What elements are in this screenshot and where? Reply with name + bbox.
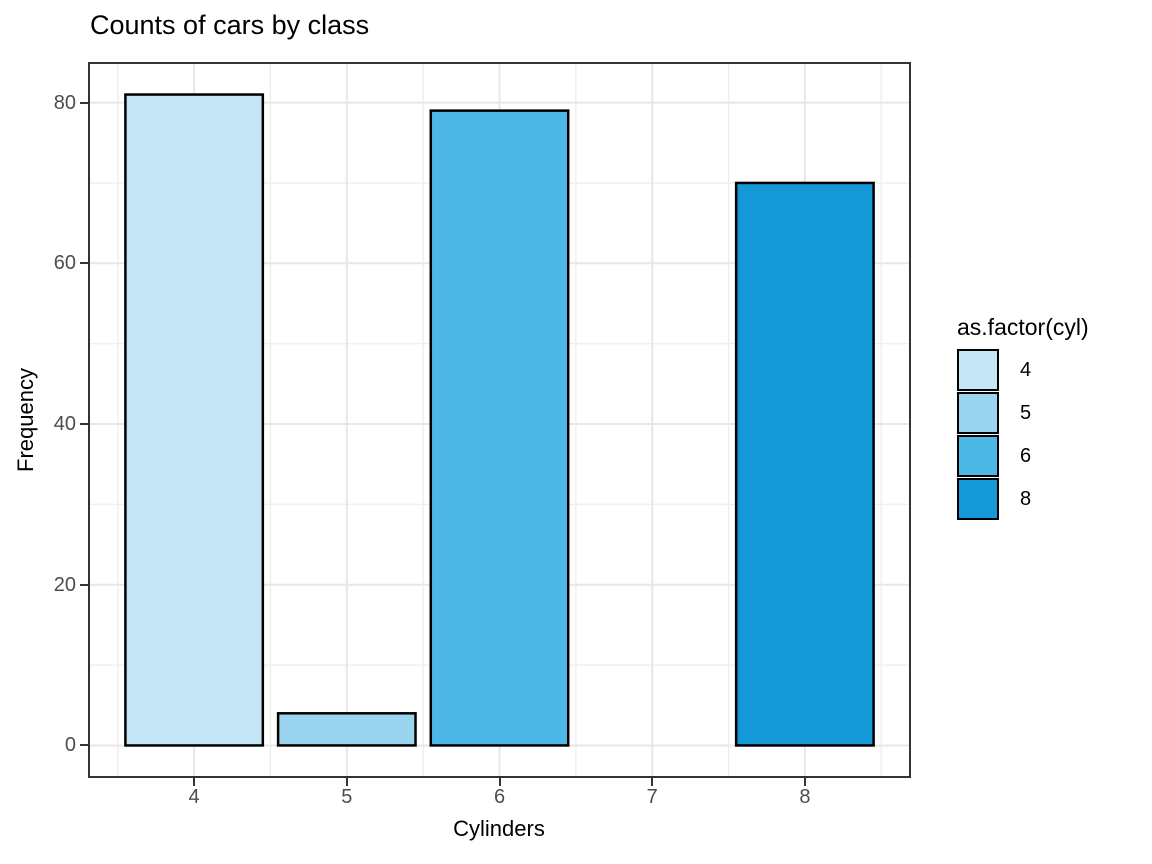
legend-entry: 6 [957,435,1089,477]
panel-border [88,62,911,778]
y-tick-label: 80 [53,91,76,114]
bar-cyl-4 [124,93,265,747]
x-axis-title: Cylinders [453,816,545,841]
x-tick-mark [193,778,196,786]
x-tick-mark [651,778,654,786]
plot-area [88,62,911,778]
y-tick-label: 20 [53,573,76,596]
y-tick-mark [80,583,88,586]
legend-entry: 4 [957,349,1089,391]
x-tick-label: 7 [646,786,658,808]
x-tick-label: 8 [799,786,811,808]
x-tick-label: 6 [493,786,506,808]
legend-swatch [957,349,999,391]
legend-label: 8 [1020,487,1032,510]
legend-title: as.factor(cyl) [957,314,1089,340]
x-tick-mark [345,778,348,786]
y-tick-label: 0 [64,734,76,757]
x-tick-label: 4 [188,786,200,808]
legend-label: 5 [1020,401,1032,424]
x-tick-mark [803,778,806,786]
y-tick-mark [80,101,88,104]
y-tick-mark [80,423,88,426]
legend-label: 4 [1020,358,1032,381]
y-tick-label: 60 [53,252,76,275]
chart-title: Counts of cars by class [90,10,370,40]
x-tick-mark [498,778,501,786]
bar-cyl-6 [429,109,570,747]
bar-cyl-8 [734,181,875,747]
y-tick-mark [80,262,88,265]
bar-cyl-5 [276,712,417,747]
legend: as.factor(cyl) 4 5 6 8 [957,314,1089,521]
legend-swatch [957,435,999,477]
legend-label: 6 [1020,444,1032,467]
legend-entry: 8 [957,478,1089,520]
plot-panel [88,62,911,778]
legend-swatch [957,392,999,434]
y-tick-mark [80,744,88,747]
legend-entries: 4 5 6 8 [957,349,1089,520]
legend-swatch [957,478,999,520]
x-tick-label: 5 [341,786,353,808]
legend-entry: 5 [957,392,1089,434]
y-tick-label: 40 [53,413,76,436]
